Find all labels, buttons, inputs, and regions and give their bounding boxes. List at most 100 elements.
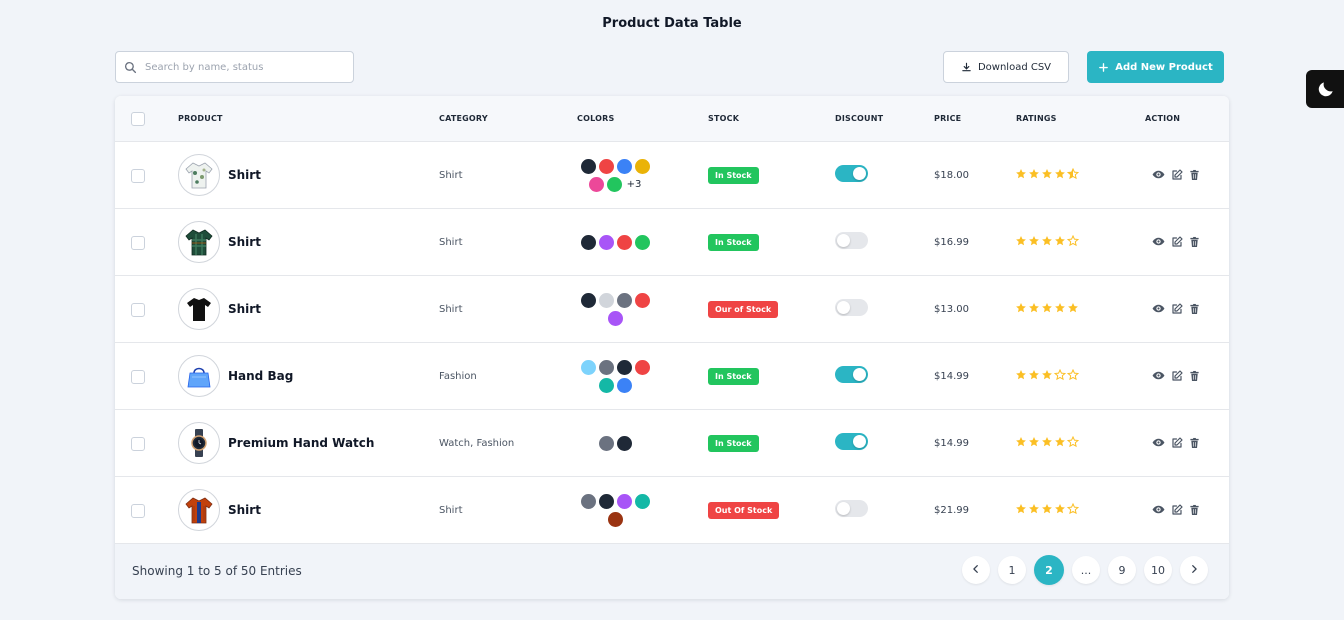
rating-stars — [1015, 235, 1079, 247]
page-button[interactable]: ... — [1072, 556, 1100, 584]
view-icon[interactable] — [1152, 302, 1165, 315]
star-filled-icon — [1042, 236, 1052, 246]
color-swatch[interactable] — [598, 159, 614, 174]
rating-stars — [1015, 436, 1079, 448]
trash-icon[interactable] — [1189, 437, 1200, 449]
color-swatch[interactable] — [616, 159, 632, 174]
edit-icon[interactable] — [1171, 503, 1183, 516]
trash-icon[interactable] — [1189, 303, 1200, 315]
header-price[interactable]: PRICE — [934, 114, 962, 123]
color-swatch[interactable] — [580, 360, 596, 375]
next-page-button[interactable] — [1180, 556, 1208, 584]
view-icon[interactable] — [1152, 436, 1165, 449]
row-checkbox[interactable] — [131, 504, 145, 518]
page-button[interactable]: 10 — [1144, 556, 1172, 584]
edit-icon[interactable] — [1171, 168, 1183, 181]
discount-toggle[interactable] — [835, 500, 868, 517]
edit-icon[interactable] — [1171, 235, 1183, 248]
row-checkbox[interactable] — [131, 437, 145, 451]
edit-icon[interactable] — [1171, 436, 1183, 449]
toggle-knob — [853, 368, 866, 381]
color-swatch[interactable] — [616, 436, 632, 451]
download-csv-button[interactable]: Download CSV — [943, 51, 1069, 83]
rating-stars — [1015, 302, 1079, 314]
row-actions — [1152, 302, 1200, 315]
header-stock[interactable]: STOCK — [708, 114, 740, 123]
trash-icon[interactable] — [1189, 504, 1200, 516]
stock-badge: Out Of Stock — [708, 502, 780, 519]
color-swatch[interactable] — [634, 293, 650, 308]
color-swatch[interactable] — [580, 159, 596, 174]
color-swatch[interactable] — [598, 293, 614, 308]
trash-icon[interactable] — [1189, 236, 1200, 248]
star-filled-icon — [1016, 437, 1026, 447]
header-discount[interactable]: DISCOUNT — [835, 114, 884, 123]
header-category[interactable]: CATEGORY — [439, 114, 488, 123]
table-row: Shirt Shirt +3 In Stock $18.00 — [115, 142, 1229, 209]
row-checkbox[interactable] — [131, 236, 145, 250]
view-icon[interactable] — [1152, 369, 1165, 382]
color-swatch[interactable] — [634, 159, 650, 174]
color-swatch[interactable] — [616, 235, 632, 250]
star-empty-icon — [1067, 436, 1079, 448]
table-footer: Showing 1 to 5 of 50 Entries 1 2... 9 10 — [115, 544, 1229, 599]
search-input[interactable] — [145, 61, 345, 73]
dark-mode-toggle[interactable] — [1306, 70, 1344, 108]
edit-icon[interactable] — [1171, 302, 1183, 315]
color-swatches — [575, 477, 655, 544]
color-swatch[interactable] — [598, 494, 614, 509]
color-swatch[interactable] — [598, 436, 614, 451]
color-swatch[interactable] — [598, 378, 614, 393]
color-swatch[interactable] — [616, 293, 632, 308]
discount-toggle[interactable] — [835, 299, 868, 316]
view-icon[interactable] — [1152, 168, 1165, 181]
discount-toggle[interactable] — [835, 165, 868, 182]
color-swatch[interactable] — [580, 235, 596, 250]
color-swatch[interactable] — [580, 494, 596, 509]
edit-icon[interactable] — [1171, 369, 1183, 382]
color-swatch[interactable] — [607, 512, 623, 527]
color-swatch[interactable] — [607, 311, 623, 326]
page-button[interactable]: 1 — [998, 556, 1026, 584]
view-icon[interactable] — [1152, 503, 1165, 516]
color-swatch[interactable] — [606, 177, 622, 192]
color-swatches — [575, 209, 655, 276]
page-button[interactable]: 2 — [1034, 555, 1064, 585]
page-button[interactable]: 9 — [1108, 556, 1136, 584]
color-swatch[interactable] — [598, 235, 614, 250]
color-swatch[interactable] — [634, 235, 650, 250]
product-category: Fashion — [439, 371, 477, 382]
header-colors[interactable]: COLORS — [577, 114, 615, 123]
row-checkbox[interactable] — [131, 303, 145, 317]
color-swatch[interactable] — [588, 177, 604, 192]
more-colors-count[interactable]: +3 — [626, 179, 642, 190]
prev-page-button[interactable] — [962, 556, 990, 584]
view-icon[interactable] — [1152, 235, 1165, 248]
color-swatch[interactable] — [616, 494, 632, 509]
discount-toggle[interactable] — [835, 232, 868, 249]
search-box[interactable] — [115, 51, 354, 83]
select-all-checkbox[interactable] — [131, 112, 145, 126]
color-swatch[interactable] — [634, 494, 650, 509]
table-row: Shirt Shirt Our of Stock $13.00 — [115, 276, 1229, 343]
star-filled-icon — [1016, 370, 1026, 380]
trash-icon[interactable] — [1189, 370, 1200, 382]
color-swatch[interactable] — [580, 293, 596, 308]
row-actions — [1152, 436, 1200, 449]
trash-icon[interactable] — [1189, 169, 1200, 181]
plus-icon — [1099, 62, 1109, 72]
color-swatch[interactable] — [634, 360, 650, 375]
row-checkbox[interactable] — [131, 169, 145, 183]
color-swatch[interactable] — [616, 360, 632, 375]
header-product[interactable]: PRODUCT — [178, 114, 223, 123]
row-checkbox[interactable] — [131, 370, 145, 384]
color-swatch[interactable] — [598, 360, 614, 375]
chevron-left-icon — [971, 564, 981, 577]
color-swatch[interactable] — [616, 378, 632, 393]
stock-badge: In Stock — [708, 167, 759, 184]
header-ratings[interactable]: RATINGS — [1016, 114, 1057, 123]
add-new-product-button[interactable]: Add New Product — [1087, 51, 1224, 83]
discount-toggle[interactable] — [835, 433, 868, 450]
discount-toggle[interactable] — [835, 366, 868, 383]
star-filled-icon — [1016, 236, 1026, 246]
